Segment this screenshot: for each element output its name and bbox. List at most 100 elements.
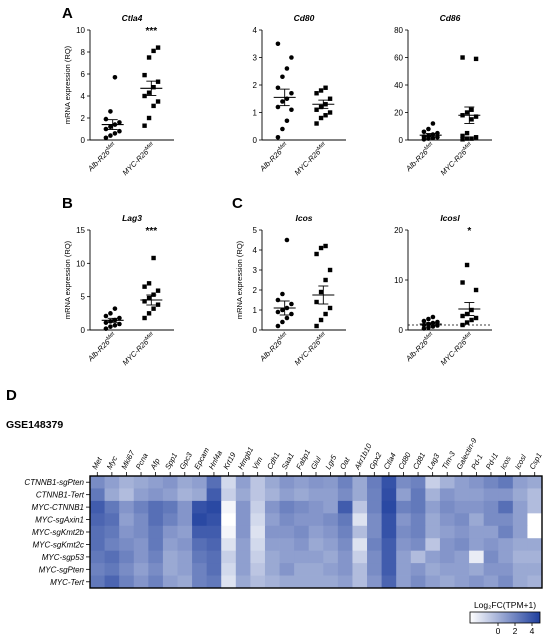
heatmap-cell <box>235 550 251 564</box>
group-label: Alb-R26Met <box>257 331 290 364</box>
data-point <box>464 110 470 115</box>
heatmap-cell <box>323 488 339 502</box>
heatmap-cell <box>250 563 266 576</box>
heatmap-cell <box>381 538 397 552</box>
heatmap-cell <box>90 513 105 527</box>
heatmap-cell <box>498 538 514 552</box>
heatmap-cell <box>148 513 164 527</box>
heatmap-cell <box>221 500 237 514</box>
heatmap-cell <box>454 563 470 576</box>
data-point <box>275 323 281 329</box>
heatmap-cell <box>162 538 178 552</box>
heatmap-cell <box>483 488 499 502</box>
panel-title: Lag3 <box>122 213 142 223</box>
heatmap-cell <box>192 575 208 589</box>
heatmap-cell <box>162 488 178 502</box>
data-point <box>460 313 465 319</box>
y-tick-label: 5 <box>253 226 258 235</box>
data-point <box>155 302 161 307</box>
heatmap-cell <box>527 563 543 576</box>
heatmap-cell <box>439 525 455 539</box>
heatmap-cell <box>410 513 426 527</box>
heatmap-row-label: MYC-Tert <box>50 578 85 587</box>
heatmap-cell <box>498 550 514 564</box>
heatmap-cell <box>162 575 178 589</box>
data-point <box>117 120 122 125</box>
heatmap-cell <box>512 538 528 552</box>
heatmap-cell <box>396 476 412 489</box>
group-label: MYC-R26Met <box>121 141 157 177</box>
y-tick-label: 1 <box>253 109 258 118</box>
heatmap-cell <box>235 538 251 552</box>
heatmap-cell <box>483 500 499 514</box>
data-point <box>280 99 285 104</box>
heatmap-cell <box>410 550 426 564</box>
heatmap-row-label: CTNNB1-Tert <box>36 491 85 500</box>
heatmap-cell <box>90 575 105 589</box>
heatmap-column-label: Afp <box>148 457 162 472</box>
heatmap-cell <box>119 513 135 527</box>
panel-letter-a: A <box>62 5 73 22</box>
data-point <box>275 134 281 140</box>
scatter-panel-icos: Icos 0 1 2 3 4 5 mRNA expression (RQ) Alb-R26Met… <box>235 213 346 367</box>
heatmap-cell <box>133 538 149 552</box>
heatmap-cell <box>235 525 251 539</box>
heatmap-cell <box>177 550 193 564</box>
heatmap-cell <box>410 563 426 576</box>
heatmap-cell <box>206 488 222 502</box>
heatmap-column-label: Pd-l1 <box>484 451 500 471</box>
heatmap-cell <box>352 513 368 527</box>
heatmap-column-label: Cd81 <box>411 451 427 471</box>
data-point <box>473 315 479 321</box>
data-point <box>318 104 324 110</box>
heatmap-cell <box>192 550 208 564</box>
data-point <box>435 134 440 140</box>
data-point <box>289 301 294 307</box>
heatmap-cell <box>235 513 251 527</box>
data-point <box>314 251 319 257</box>
y-tick-label: 40 <box>394 81 403 90</box>
data-point <box>108 311 113 316</box>
heatmap-cell <box>119 476 135 489</box>
y-tick-label: 4 <box>253 26 258 35</box>
heatmap-cell <box>177 538 193 552</box>
y-axis-label: mRNA expression (RQ) <box>235 240 244 319</box>
heatmap-cell <box>352 550 368 564</box>
data-point <box>142 299 147 304</box>
heatmap-cell <box>381 488 397 502</box>
heatmap-cell <box>235 476 251 489</box>
heatmap-cell <box>527 500 543 514</box>
data-point <box>275 85 281 91</box>
heatmap-cell <box>469 488 485 502</box>
heatmap-cell <box>177 500 193 514</box>
data-point <box>275 41 281 47</box>
data-point <box>103 126 109 132</box>
heatmap-cell <box>352 488 368 502</box>
heatmap-cell <box>483 575 499 589</box>
data-point <box>473 135 479 140</box>
data-point <box>430 314 436 320</box>
heatmap-cell <box>250 575 266 589</box>
heatmap-cell <box>498 513 514 527</box>
heatmap-cell <box>221 575 237 589</box>
heatmap-cell <box>206 538 222 552</box>
heatmap-cell <box>323 476 339 489</box>
heatmap-cell <box>162 525 178 539</box>
heatmap-cell <box>206 476 222 489</box>
data-point <box>473 114 479 119</box>
heatmap-cell <box>498 476 514 489</box>
heatmap-cell <box>119 500 135 514</box>
legend-tick-label: 4 <box>530 626 535 636</box>
heatmap-cell <box>221 513 237 527</box>
panel-title: Icosl <box>440 213 460 223</box>
significance-label: * <box>467 226 471 237</box>
heatmap-cell <box>410 500 426 514</box>
heatmap-cell <box>279 538 295 552</box>
data-point <box>435 319 440 325</box>
group-label: MYC-R26Met <box>293 331 329 367</box>
heatmap-cell <box>425 476 441 489</box>
heatmap-column-label: Gpc3 <box>178 450 195 471</box>
data-point <box>426 316 431 322</box>
